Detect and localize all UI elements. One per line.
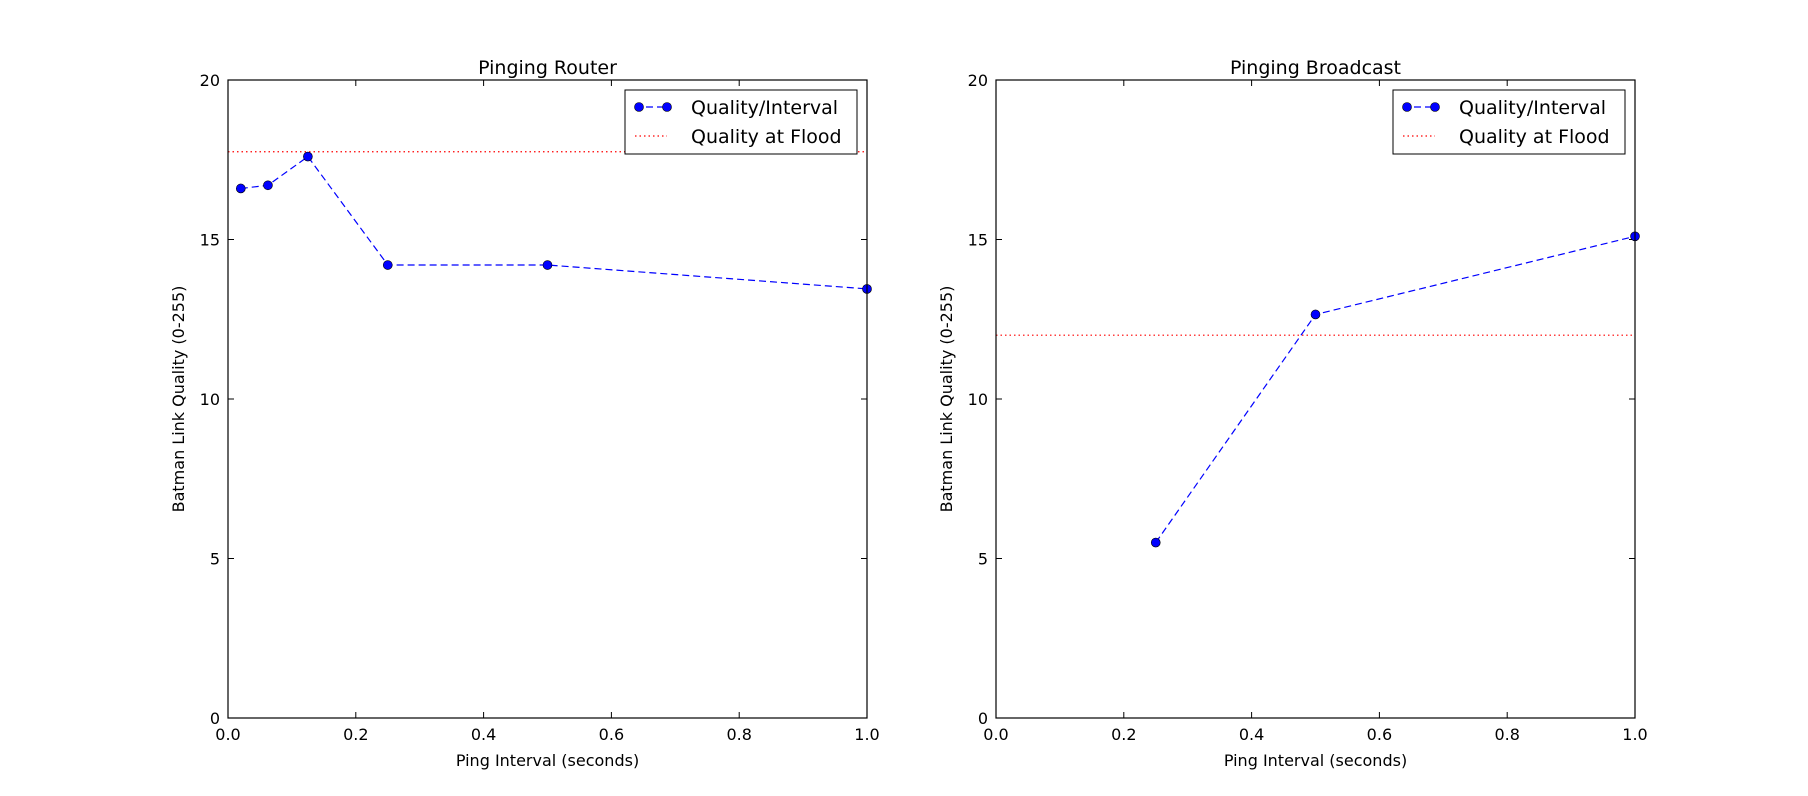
legend-label-quality-at-flood: Quality at Flood — [1459, 126, 1610, 148]
y-tick-label: 15 — [200, 231, 220, 250]
axes-frame — [995, 79, 1636, 719]
y-tick-label: 20 — [200, 71, 220, 90]
y-tick-label: 20 — [968, 71, 988, 90]
x-tick-label: 0.6 — [599, 725, 624, 744]
y-tick-label: 0 — [978, 709, 988, 728]
legend-label-quality-at-flood: Quality at Flood — [691, 126, 842, 148]
data-point — [263, 180, 273, 191]
legend-box — [1392, 89, 1626, 155]
legend-marker — [1430, 102, 1440, 112]
legend-marker — [1402, 102, 1412, 112]
x-axis-label: Ping Interval (seconds) — [456, 751, 639, 770]
y-tick-label: 0 — [210, 709, 220, 728]
x-tick-label: 0.0 — [983, 725, 1008, 744]
y-tick-label: 5 — [978, 550, 988, 569]
x-tick-label: 0.8 — [1494, 725, 1519, 744]
legend-marker — [662, 102, 672, 112]
data-point — [1310, 309, 1321, 320]
y-axis-label: Batman Link Quality (0-255) — [169, 286, 188, 513]
data-point — [382, 260, 393, 270]
subplots: 0.0 0.2 0.4 0.6 0.8 1.0 0 5 10 15 20 Pinging Router… — [169, 57, 1648, 770]
x-tick-label: 1.0 — [1622, 725, 1647, 744]
y-tick-label: 10 — [200, 390, 220, 409]
data-point — [303, 151, 313, 162]
legend-label-quality-interval: Quality/Interval — [691, 97, 838, 119]
y-tick-label: 15 — [968, 231, 988, 250]
x-tick-label: 0.0 — [215, 725, 240, 744]
x-tick-label: 0.4 — [471, 725, 496, 744]
data-point — [235, 183, 246, 194]
chart-title: Pinging Broadcast — [1230, 57, 1401, 79]
x-tick-label: 0.4 — [1239, 725, 1264, 744]
subplot-2: 0.0 0.2 0.4 0.6 0.8 1.0 0 5 10 15 20 Pinging Broadc… — [937, 57, 1648, 770]
x-tick-label: 0.2 — [343, 725, 368, 744]
y-axis-label: Batman Link Quality (0-255) — [937, 286, 956, 513]
chart-title: Pinging Router — [478, 57, 617, 79]
legend: Quality/Interval Quality at Flood — [624, 89, 858, 155]
legend-box — [624, 89, 858, 155]
subplot-1: 0.0 0.2 0.4 0.6 0.8 1.0 0 5 10 15 20 Pinging Router… — [169, 57, 880, 770]
legend-label-quality-interval: Quality/Interval — [1459, 97, 1606, 119]
x-axis-label: Ping Interval (seconds) — [1224, 751, 1407, 770]
y-tick-label: 5 — [210, 550, 220, 569]
y-tick-label: 10 — [968, 390, 988, 409]
x-tick-label: 1.0 — [854, 725, 879, 744]
axes-frame — [227, 79, 868, 719]
plot-area — [996, 231, 1640, 548]
x-tick-label: 0.6 — [1367, 725, 1392, 744]
data-point — [542, 260, 553, 270]
x-tick-label: 0.2 — [1111, 725, 1136, 744]
legend-marker — [634, 102, 644, 112]
legend: Quality/Interval Quality at Flood — [1392, 89, 1626, 155]
x-tick-label: 0.8 — [726, 725, 751, 744]
data-point — [1150, 537, 1161, 548]
